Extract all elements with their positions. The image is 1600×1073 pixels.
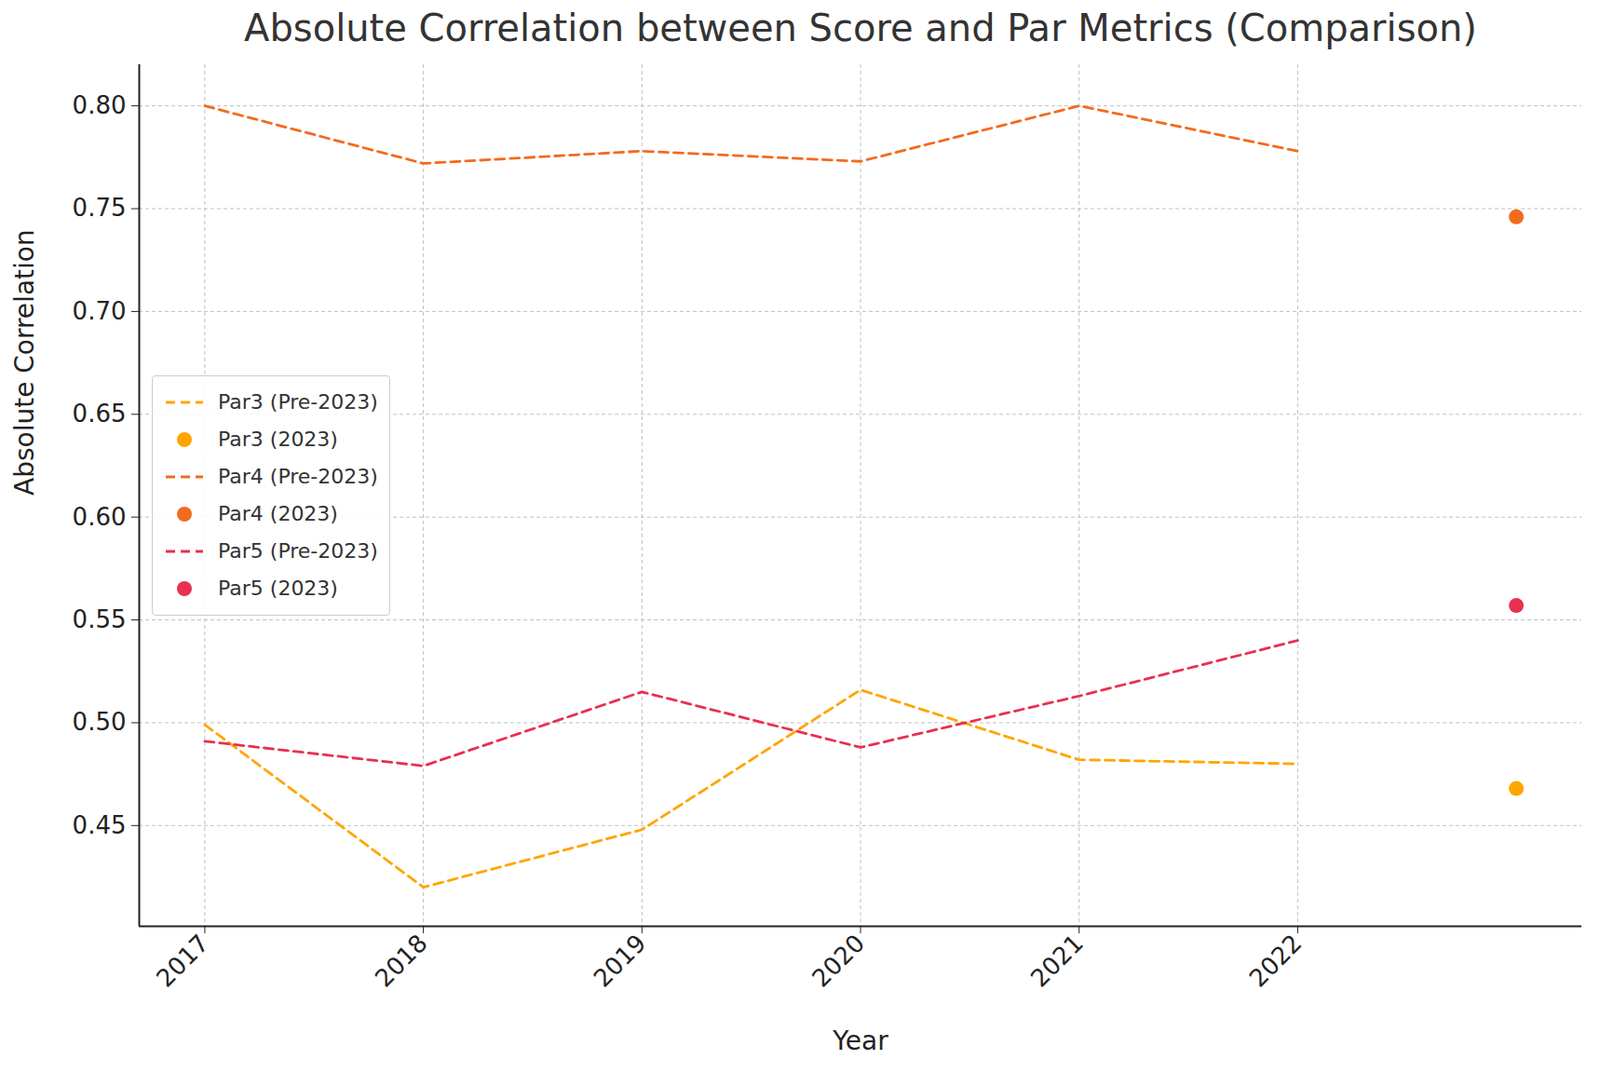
svg-text:2017: 2017 bbox=[150, 928, 215, 992]
html-text:Par3 (Pre-2023): Par3 (Pre-2023) bbox=[217, 390, 379, 414]
svg-text:0.65: 0.65 bbox=[72, 399, 127, 428]
svg-text:0.70: 0.70 bbox=[72, 297, 127, 326]
html-text:Absolute Correlation between S: Absolute Correlation between Score and P… bbox=[244, 6, 1477, 50]
svg-text:Absolute Correlation: Absolute Correlation bbox=[9, 229, 41, 496]
svg-text:2021: 2021 bbox=[1025, 928, 1089, 992]
html-text:Par3 (2023): Par3 (2023) bbox=[217, 427, 339, 451]
html-text:Par5 (Pre-2023): Par5 (Pre-2023) bbox=[217, 539, 379, 563]
html-text:Par4 (2023): Par4 (2023) bbox=[217, 501, 339, 526]
svg-text:2022: 2022 bbox=[1244, 928, 1308, 992]
svg-text:0.80: 0.80 bbox=[72, 91, 127, 120]
svg-text:Year: Year bbox=[831, 1025, 889, 1057]
svg-text:2019: 2019 bbox=[587, 928, 651, 992]
svg-text:2020: 2020 bbox=[806, 928, 870, 992]
svg-text:0.50: 0.50 bbox=[72, 707, 127, 736]
svg-text:2018: 2018 bbox=[369, 928, 434, 992]
html-text:Par4 (Pre-2023): Par4 (Pre-2023) bbox=[217, 464, 379, 489]
svg-text:0.75: 0.75 bbox=[72, 193, 127, 222]
html-text:Par5 (2023): Par5 (2023) bbox=[217, 576, 339, 600]
svg-text:0.45: 0.45 bbox=[72, 811, 127, 840]
svg-text:0.60: 0.60 bbox=[72, 502, 127, 531]
svg-text:0.55: 0.55 bbox=[72, 605, 127, 634]
